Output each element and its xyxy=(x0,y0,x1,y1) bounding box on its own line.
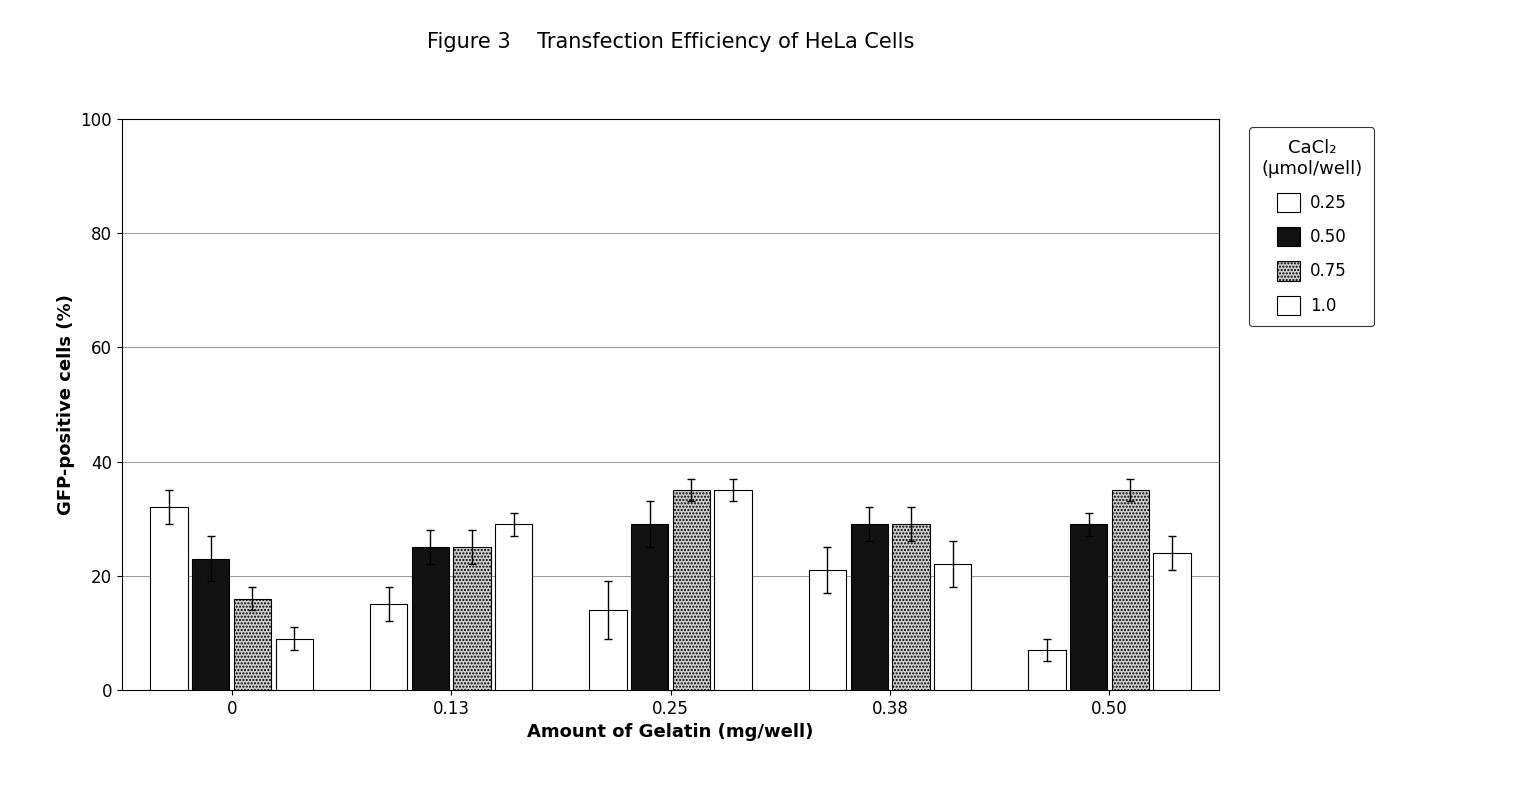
Bar xyxy=(233,599,271,690)
Bar xyxy=(934,565,971,690)
Bar xyxy=(631,524,669,690)
Bar xyxy=(1029,650,1065,690)
Bar xyxy=(276,638,312,690)
Bar xyxy=(672,490,710,690)
Bar xyxy=(192,558,230,690)
Bar xyxy=(715,490,751,690)
Bar xyxy=(809,570,846,690)
Bar xyxy=(590,610,626,690)
Legend: 0.25, 0.50, 0.75, 1.0: 0.25, 0.50, 0.75, 1.0 xyxy=(1250,128,1375,327)
Bar xyxy=(1111,490,1149,690)
Text: Figure 3    Transfection Efficiency of HeLa Cells: Figure 3 Transfection Efficiency of HeLa… xyxy=(427,32,914,52)
Bar xyxy=(1070,524,1108,690)
Bar xyxy=(1154,553,1190,690)
Bar xyxy=(453,547,491,690)
Bar xyxy=(892,524,930,690)
Y-axis label: GFP-positive cells (%): GFP-positive cells (%) xyxy=(56,294,75,515)
Bar xyxy=(151,508,187,690)
Bar xyxy=(850,524,888,690)
Bar xyxy=(411,547,450,690)
X-axis label: Amount of Gelatin (mg/well): Amount of Gelatin (mg/well) xyxy=(527,723,814,741)
Bar xyxy=(495,524,532,690)
Bar xyxy=(370,604,407,690)
